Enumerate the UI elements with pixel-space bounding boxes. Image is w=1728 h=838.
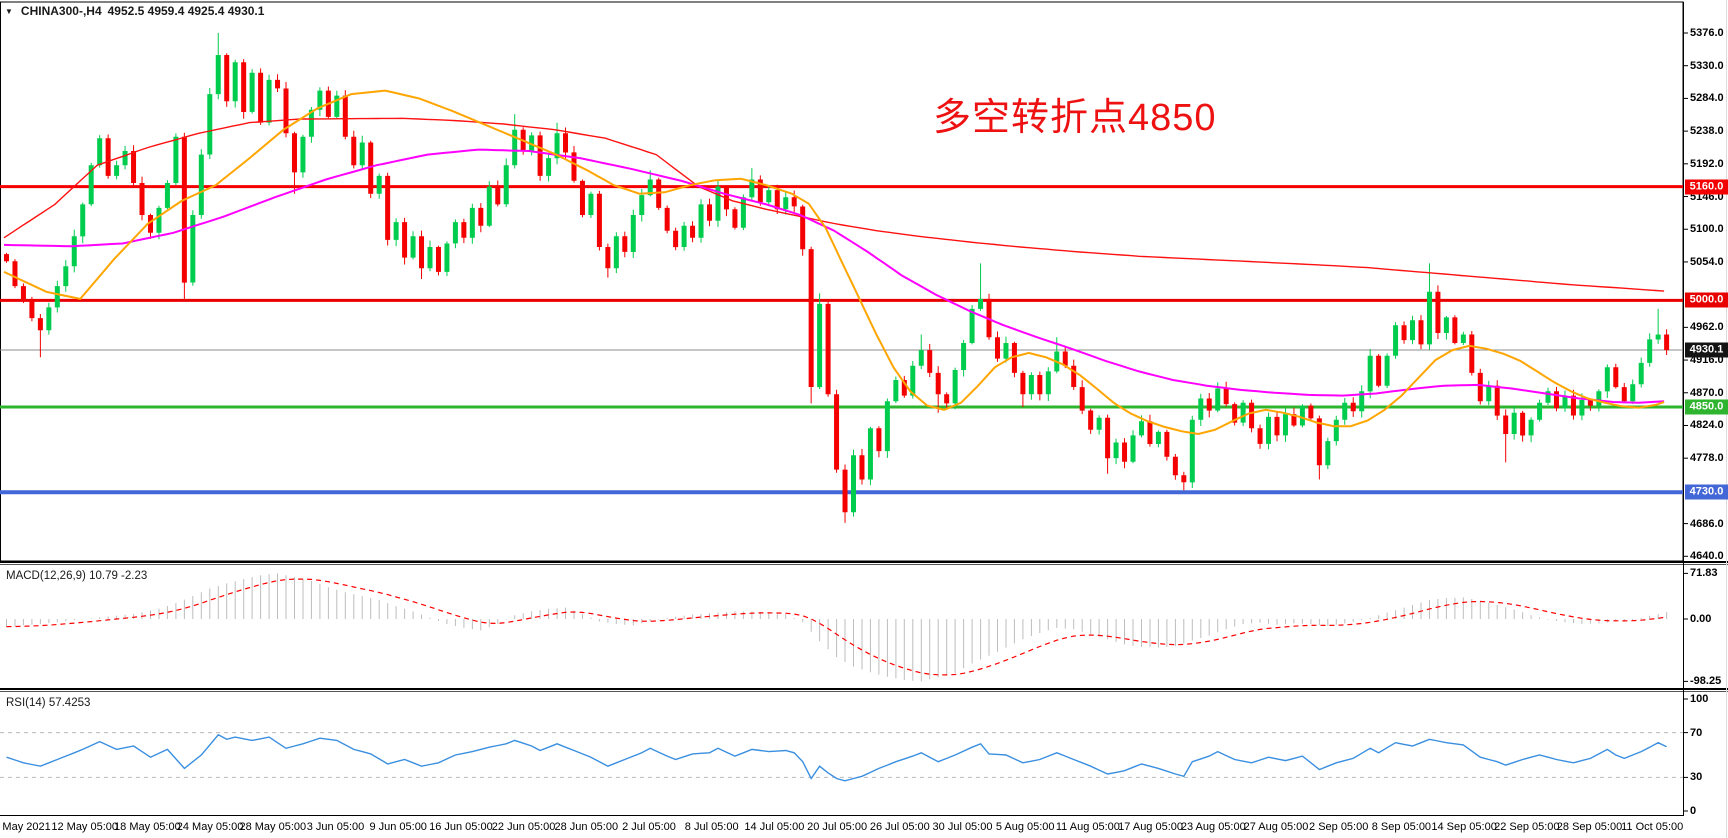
time-axis-label: 27 Aug 05:00 <box>1243 821 1309 833</box>
price-axis-border <box>1683 2 1684 816</box>
ma-orange-line <box>3 89 1665 436</box>
price-tick-label: 5284.0 <box>1690 92 1724 105</box>
time-axis-label: 18 May 05:00 <box>114 821 181 833</box>
ohlc-values: 4952.5 4959.4 4925.4 4930.1 <box>107 4 265 18</box>
candle-bodies-up <box>46 55 1661 513</box>
candle-bodies-down <box>4 55 1670 513</box>
rsi-indicator-label: RSI(14) 57.4253 <box>6 697 91 709</box>
time-axis-label: 28 Jun 05:00 <box>554 821 619 833</box>
price-tick-label: 5192.0 <box>1690 157 1724 170</box>
ma-magenta-line <box>3 148 1665 404</box>
panel-separator-macd-rsi[interactable] <box>0 688 1728 690</box>
price-tick-label: 4824.0 <box>1690 419 1724 432</box>
level-badge-pivot-5000: 5000.0 <box>1685 292 1728 308</box>
time-axis-label: 28 Sep 05:00 <box>1556 821 1623 833</box>
panel-separator-main-macd[interactable] <box>0 561 1728 563</box>
price-tick-label: 4686.0 <box>1690 517 1724 530</box>
price-tick-label: 4640.0 <box>1690 550 1724 563</box>
price-tick-label: 5100.0 <box>1690 223 1724 236</box>
time-axis-label: 14 Jul 05:00 <box>744 821 805 833</box>
macd-indicator-label: MACD(12,26,9) 10.79 -2.23 <box>6 570 148 582</box>
candle-wicks-up <box>48 33 1659 517</box>
time-axis-border <box>0 815 1683 816</box>
level-badge-support-4850: 4850.0 <box>1685 399 1728 415</box>
time-axis-label: 24 May 05:00 <box>176 821 244 833</box>
level-badge-support-4730: 4730.0 <box>1685 484 1728 500</box>
time-axis-label: 14 Sep 05:00 <box>1431 821 1497 833</box>
window-edge <box>1726 0 1727 838</box>
level-badge-current-price: 4930.1 <box>1685 342 1728 358</box>
macd-tick-label: 0.00 <box>1690 613 1712 625</box>
price-tick-label: 5330.0 <box>1690 59 1724 72</box>
price-tick-label: 4778.0 <box>1690 452 1724 465</box>
time-axis-label: 28 May 05:00 <box>239 821 307 833</box>
collapse-triangle-icon[interactable]: ▼ <box>5 6 13 16</box>
time-axis-label: 12 May 05:00 <box>51 821 119 833</box>
price-tick-label: 5376.0 <box>1690 27 1724 39</box>
time-axis-label: 17 Aug 05:00 <box>1118 821 1184 833</box>
time-axis-label: 22 Sep 05:00 <box>1494 821 1560 833</box>
rsi-tick-label: 30 <box>1690 771 1703 784</box>
time-axis-label: 9 Jun 05:00 <box>369 821 427 833</box>
level-badge-resistance-5160: 5160.0 <box>1685 179 1728 195</box>
macd-tick-label: -98.25 <box>1690 675 1722 688</box>
time-axis-label: 20 Jul 05:00 <box>807 821 868 833</box>
time-axis-label: 11 Oct 05:00 <box>1621 821 1684 833</box>
rsi-tick-label: 70 <box>1690 726 1703 739</box>
rsi-tick-label: 100 <box>1690 693 1709 705</box>
ma-red-line <box>3 117 1665 292</box>
rsi-line <box>6 733 1667 782</box>
rsi-tick-label: 0 <box>1690 805 1697 817</box>
price-tick-label: 5054.0 <box>1690 255 1724 268</box>
chart-title-bar: ▼ CHINA300-,H4 4952.5 4959.4 4925.4 4930… <box>5 4 264 18</box>
time-axis-label: 5 Aug 05:00 <box>995 821 1055 833</box>
time-axis-label: 23 Aug 05:00 <box>1180 821 1246 833</box>
time-axis-label: 16 Jun 05:00 <box>429 821 493 833</box>
panel-separator-shadow-2 <box>0 691 1728 692</box>
price-tick-label: 5238.0 <box>1690 125 1724 138</box>
price-tick-label: 4870.0 <box>1690 386 1724 399</box>
chart-annotation-text: 多空转折点4850 <box>933 97 1217 139</box>
time-axis-label: 11 Aug 05:00 <box>1055 821 1120 833</box>
macd-tick-label: 71.83 <box>1690 567 1718 580</box>
time-axis-label: 26 Jul 05:00 <box>869 821 930 833</box>
time-axis-label: 3 Jun 05:00 <box>306 821 365 833</box>
time-axis-label: 8 Sep 05:00 <box>1371 821 1432 833</box>
macd-histogram <box>6 573 1668 682</box>
time-axis-label: 30 Jul 05:00 <box>932 821 993 833</box>
price-tick-label: 4962.0 <box>1690 321 1724 334</box>
time-axis-label: 2 Sep 05:00 <box>1309 821 1369 833</box>
time-axis-label: 2 Jul 05:00 <box>622 821 676 833</box>
time-axis-label: 6 May 2021 <box>0 821 51 833</box>
macd-signal-line <box>6 578 1667 676</box>
time-axis-label: 22 Jun 05:00 <box>491 821 556 833</box>
panel-separator-shadow-1 <box>0 564 1728 565</box>
time-axis-label: 8 Jul 05:00 <box>684 821 739 833</box>
symbol-timeframe-label: CHINA300-,H4 <box>20 4 102 18</box>
